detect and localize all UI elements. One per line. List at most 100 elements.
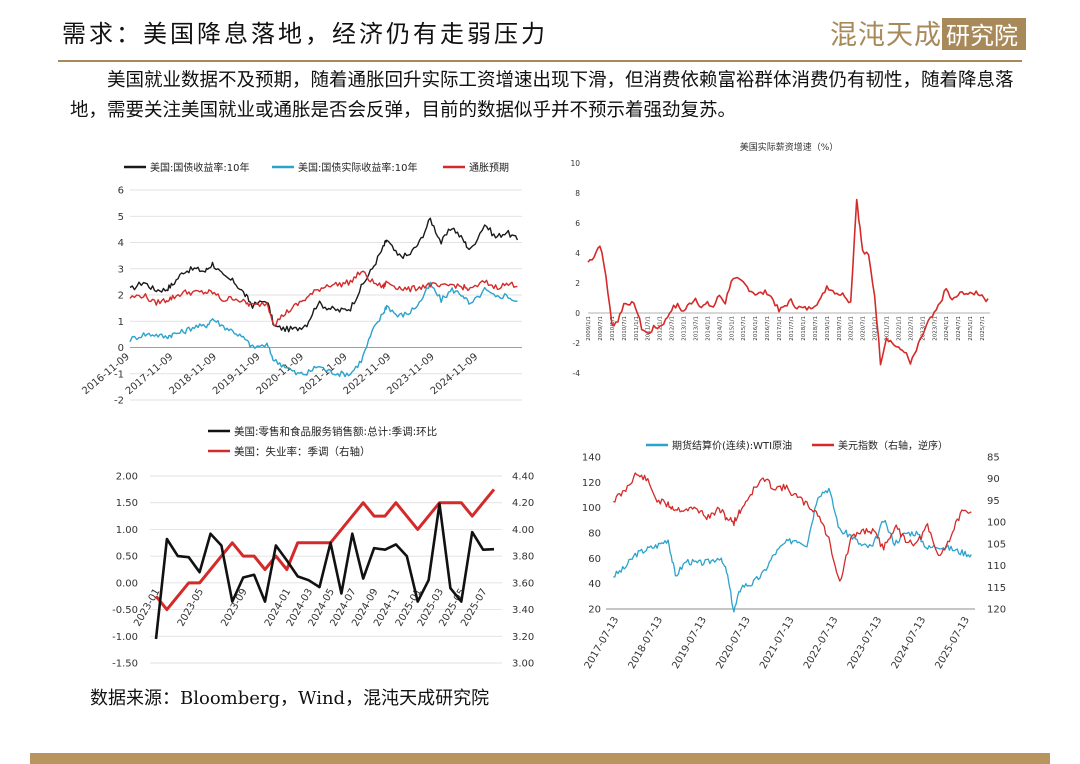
y-tick-label: -0.50 (112, 605, 138, 616)
x-tick-label: 2013/1/1 (682, 316, 688, 341)
logo-mark-right: 研究院 (946, 22, 1018, 50)
y-right-tick-label: 105 (987, 539, 1006, 550)
x-tick-label: 2024-07-13 (890, 615, 929, 671)
page-title: 需求：美国降息落地，经济仍有走弱压力 (62, 20, 548, 48)
y-tick-label: 0.50 (116, 552, 138, 563)
x-tick-label: 2019/7/1 (837, 316, 843, 341)
x-tick-label: 2019-07-13 (670, 615, 709, 671)
x-tick-label: 2023-07-13 (846, 615, 885, 671)
y-right-tick-label: 100 (987, 518, 1006, 529)
y-right-tick-label: 3.80 (512, 552, 534, 563)
x-tick-label: 2024/7/1 (956, 316, 962, 341)
y-right-tick-label: 4.20 (512, 498, 534, 509)
y-tick-label: -1.50 (112, 659, 138, 670)
y-tick-label: 100 (582, 503, 601, 514)
series-line-retail-sales (154, 502, 495, 640)
x-tick-label: 2014/1/1 (705, 316, 711, 341)
legend-item-2-label: 通胀预期 (469, 162, 509, 174)
x-tick-label: 2013/7/1 (693, 316, 699, 341)
chart-retail-sales-unemployment: -1.50 -1.00 -0.50 0.00 0.50 1.00 1.50 2.00 3.00 3… (112, 425, 534, 670)
y-right-tick-label: 85 (987, 453, 1000, 464)
x-tick-label: 2012/1/1 (658, 316, 664, 341)
x-tick-label: 2014/7/1 (717, 316, 723, 341)
x-tick-label: 2021-07-13 (758, 615, 797, 671)
y-right-tick-label: 3.00 (512, 659, 534, 670)
x-tick-label: 2023-09 (219, 587, 249, 629)
legend-item-1-label: 美国:国债实际收益率:10年 (298, 161, 417, 174)
y-right-tick-label: 4.00 (512, 525, 534, 536)
x-tick-label: 2025/1/1 (968, 316, 974, 341)
y-right-tick-label: 120 (987, 605, 1006, 616)
y-tick-label: 2 (575, 279, 580, 288)
y-tick-label: 4 (118, 238, 124, 249)
x-tick-label: 2023/1/1 (920, 316, 926, 341)
legend-item-0-label: 美国:零售和食品服务销售额:总计:季调:环比 (234, 425, 437, 438)
x-tick-label: 2024/1/1 (944, 316, 950, 341)
x-tick-label: 2011/7/1 (646, 316, 652, 341)
y-right-tick-label: 4.40 (512, 472, 534, 483)
x-tick-label: 2018/7/1 (813, 316, 819, 341)
legend-item-1-label: 美国：失业率：季调（右轴） (234, 445, 371, 458)
x-tick-label: 2019/1/1 (825, 316, 831, 341)
x-tick-label: 2010/7/1 (622, 316, 628, 341)
x-tick-label: 2020-07-13 (714, 615, 753, 671)
series-line-0 (587, 198, 989, 366)
y-tick-label: 5 (118, 212, 124, 223)
logo-box (942, 18, 1026, 50)
series-line-unemployment (154, 488, 496, 612)
chart-title: 美国实际薪资增速（%） (740, 141, 839, 153)
source-note: 数据来源：Bloomberg，Wind，混沌天成研究院 (90, 688, 490, 709)
y-tick-label: 4 (575, 249, 580, 258)
y-tick-label: 3 (118, 264, 124, 275)
x-tick-label: 2021/1/1 (873, 316, 879, 341)
y-tick-label: 140 (582, 453, 601, 464)
y-right-tick-label: 3.60 (512, 578, 534, 589)
y-right-tick-label: 115 (987, 583, 1006, 594)
y-tick-label: 2 (118, 291, 124, 302)
y-right-tick-label: 3.20 (512, 632, 534, 643)
x-tick-label: 2012/7/1 (670, 316, 676, 341)
y-tick-label: 80 (588, 529, 601, 540)
x-tick-label: 2017/7/1 (789, 316, 795, 341)
y-tick-label: 2.00 (116, 472, 138, 483)
y-tick-label: 8 (575, 189, 580, 198)
x-tick-label: 2025/7/1 (980, 316, 986, 341)
series-line-wti (613, 487, 972, 613)
y-tick-label: 1 (118, 317, 124, 328)
series-line-2 (129, 270, 518, 327)
x-tick-label: 2022/1/1 (896, 316, 902, 341)
x-tick-label: 2018-07-13 (627, 615, 666, 671)
x-tick-label: 2015/7/1 (741, 316, 747, 341)
y-tick-label: 6 (118, 186, 124, 197)
y-tick-label: 0.00 (116, 578, 138, 589)
y-tick-label: 0 (575, 309, 580, 318)
x-tick-label: 2015/1/1 (729, 316, 735, 341)
x-tick-label: 2021/7/1 (885, 316, 891, 341)
x-tick-label: 2020/7/1 (861, 316, 867, 341)
y-tick-label: -2 (573, 339, 581, 348)
x-tick-label: 2017-07-13 (583, 615, 622, 671)
x-tick-label: 2016/1/1 (753, 316, 759, 341)
chart-wti-dollar-index: 20 40 60 80 100 120 140 85 90 95 100 105 110 115 120 20… (582, 439, 1006, 671)
x-tick-label: 2018/1/1 (801, 316, 807, 341)
x-tick-label: 2010/1/1 (610, 316, 616, 341)
y-tick-label: -4 (573, 369, 581, 378)
x-tick-label: 2022-07-13 (802, 615, 841, 671)
y-tick-label: -1 (114, 369, 124, 380)
x-tick-label: 2009/7/1 (598, 316, 604, 341)
y-right-tick-label: 90 (987, 474, 1000, 485)
y-right-tick-label: 3.40 (512, 605, 534, 616)
x-tick-label: 2023/7/1 (932, 316, 938, 341)
chart-treasury-yields: -2-101234562016-11-092017-11-092018-11-0… (80, 161, 522, 407)
y-tick-label: 0 (118, 343, 124, 354)
x-tick-label: 2009/1/1 (586, 316, 592, 341)
x-tick-label: 2024-11-09 (429, 351, 481, 397)
x-tick-label: 2016/7/1 (765, 316, 771, 341)
x-tick-label: 2022/7/1 (908, 316, 914, 341)
legend-item-0-label: 期货结算价(连续):WTI原油 (672, 439, 792, 452)
series-line-1 (129, 281, 518, 378)
y-tick-label: 6 (575, 219, 580, 228)
y-tick-label: -2 (114, 396, 124, 407)
x-tick-label: 2020/1/1 (849, 316, 855, 341)
